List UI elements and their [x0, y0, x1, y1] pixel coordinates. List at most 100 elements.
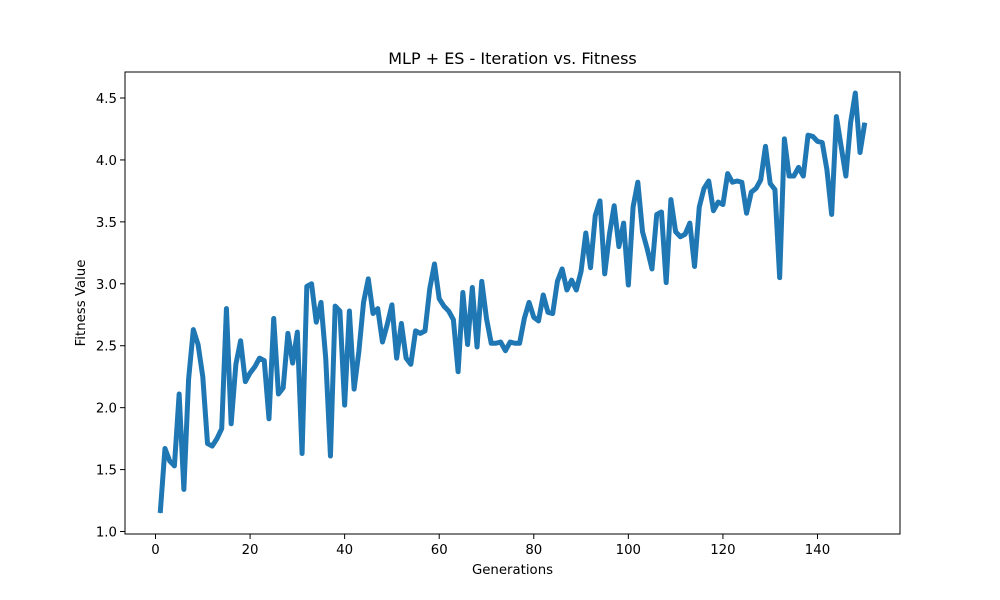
data-point — [410, 363, 412, 365]
data-point — [750, 191, 752, 193]
data-point — [764, 145, 766, 147]
data-point — [632, 206, 634, 208]
data-point — [717, 201, 719, 203]
data-point — [259, 357, 261, 359]
data-point — [689, 222, 691, 224]
data-point — [306, 285, 308, 287]
data-point — [429, 288, 431, 290]
data-point — [367, 278, 369, 280]
data-point — [854, 92, 856, 94]
data-point — [178, 393, 180, 395]
y-tick-label: 4.0 — [96, 154, 117, 169]
data-point — [353, 388, 355, 390]
data-point — [400, 322, 402, 324]
y-tick-label: 3.5 — [96, 216, 117, 231]
data-point — [556, 280, 558, 282]
data-point — [391, 304, 393, 306]
data-point — [755, 187, 757, 189]
data-point — [627, 284, 629, 286]
data-point — [301, 452, 303, 454]
data-point — [618, 246, 620, 248]
data-point — [462, 291, 464, 293]
x-tick-label: 120 — [710, 543, 735, 558]
data-point — [769, 182, 771, 184]
data-point — [608, 233, 610, 235]
data-point — [746, 212, 748, 214]
data-point — [315, 321, 317, 323]
data-point — [727, 173, 729, 175]
data-point — [296, 331, 298, 333]
data-point — [594, 215, 596, 217]
data-point — [831, 213, 833, 215]
data-point — [533, 316, 535, 318]
data-point — [783, 138, 785, 140]
data-point — [684, 233, 686, 235]
y-tick-label: 2.0 — [96, 402, 117, 417]
x-tick-label: 80 — [525, 543, 542, 558]
data-point — [277, 393, 279, 395]
data-point — [585, 232, 587, 234]
data-point — [807, 134, 809, 136]
data-point — [225, 308, 227, 310]
data-point — [282, 387, 284, 389]
y-tick-label: 3.0 — [96, 278, 117, 293]
data-point — [244, 381, 246, 383]
data-point — [424, 330, 426, 332]
data-point — [840, 145, 842, 147]
data-point — [235, 363, 237, 365]
data-point — [679, 236, 681, 238]
data-point — [438, 298, 440, 300]
data-point — [396, 357, 398, 359]
x-axis-title: Generations — [472, 563, 553, 578]
data-point — [637, 181, 639, 183]
data-point — [452, 319, 454, 321]
data-point — [708, 180, 710, 182]
data-point — [798, 166, 800, 168]
data-point — [188, 378, 190, 380]
data-point — [405, 357, 407, 359]
data-point — [490, 342, 492, 344]
data-point — [816, 140, 818, 142]
data-point — [552, 313, 554, 315]
data-point — [793, 175, 795, 177]
data-point — [788, 175, 790, 177]
data-point — [675, 231, 677, 233]
data-point — [457, 371, 459, 373]
data-point — [443, 305, 445, 307]
data-point — [183, 488, 185, 490]
data-point — [760, 179, 762, 181]
data-point — [703, 187, 705, 189]
data-point — [528, 301, 530, 303]
data-point — [575, 289, 577, 291]
data-point — [864, 122, 866, 124]
data-point — [339, 310, 341, 312]
data-point — [173, 465, 175, 467]
data-point — [386, 324, 388, 326]
data-point — [476, 346, 478, 348]
data-point — [292, 362, 294, 364]
data-point — [230, 423, 232, 425]
y-tick-label: 4.5 — [96, 92, 117, 107]
data-point — [485, 317, 487, 319]
data-point — [159, 512, 161, 514]
data-point — [164, 448, 166, 450]
data-point — [481, 280, 483, 282]
data-point — [826, 169, 828, 171]
data-point — [604, 273, 606, 275]
series-line — [157, 90, 868, 514]
data-point — [566, 289, 568, 291]
data-point — [779, 277, 781, 279]
data-point — [646, 248, 648, 250]
data-point — [344, 404, 346, 406]
plot-frame — [124, 71, 901, 535]
data-point — [348, 310, 350, 312]
data-point — [372, 313, 374, 315]
y-tick-label: 1.0 — [96, 526, 117, 541]
data-point — [538, 320, 540, 322]
data-point — [381, 341, 383, 343]
data-point — [623, 222, 625, 224]
data-point — [514, 342, 516, 344]
data-point — [670, 199, 672, 201]
data-point — [741, 181, 743, 183]
data-point — [845, 175, 847, 177]
